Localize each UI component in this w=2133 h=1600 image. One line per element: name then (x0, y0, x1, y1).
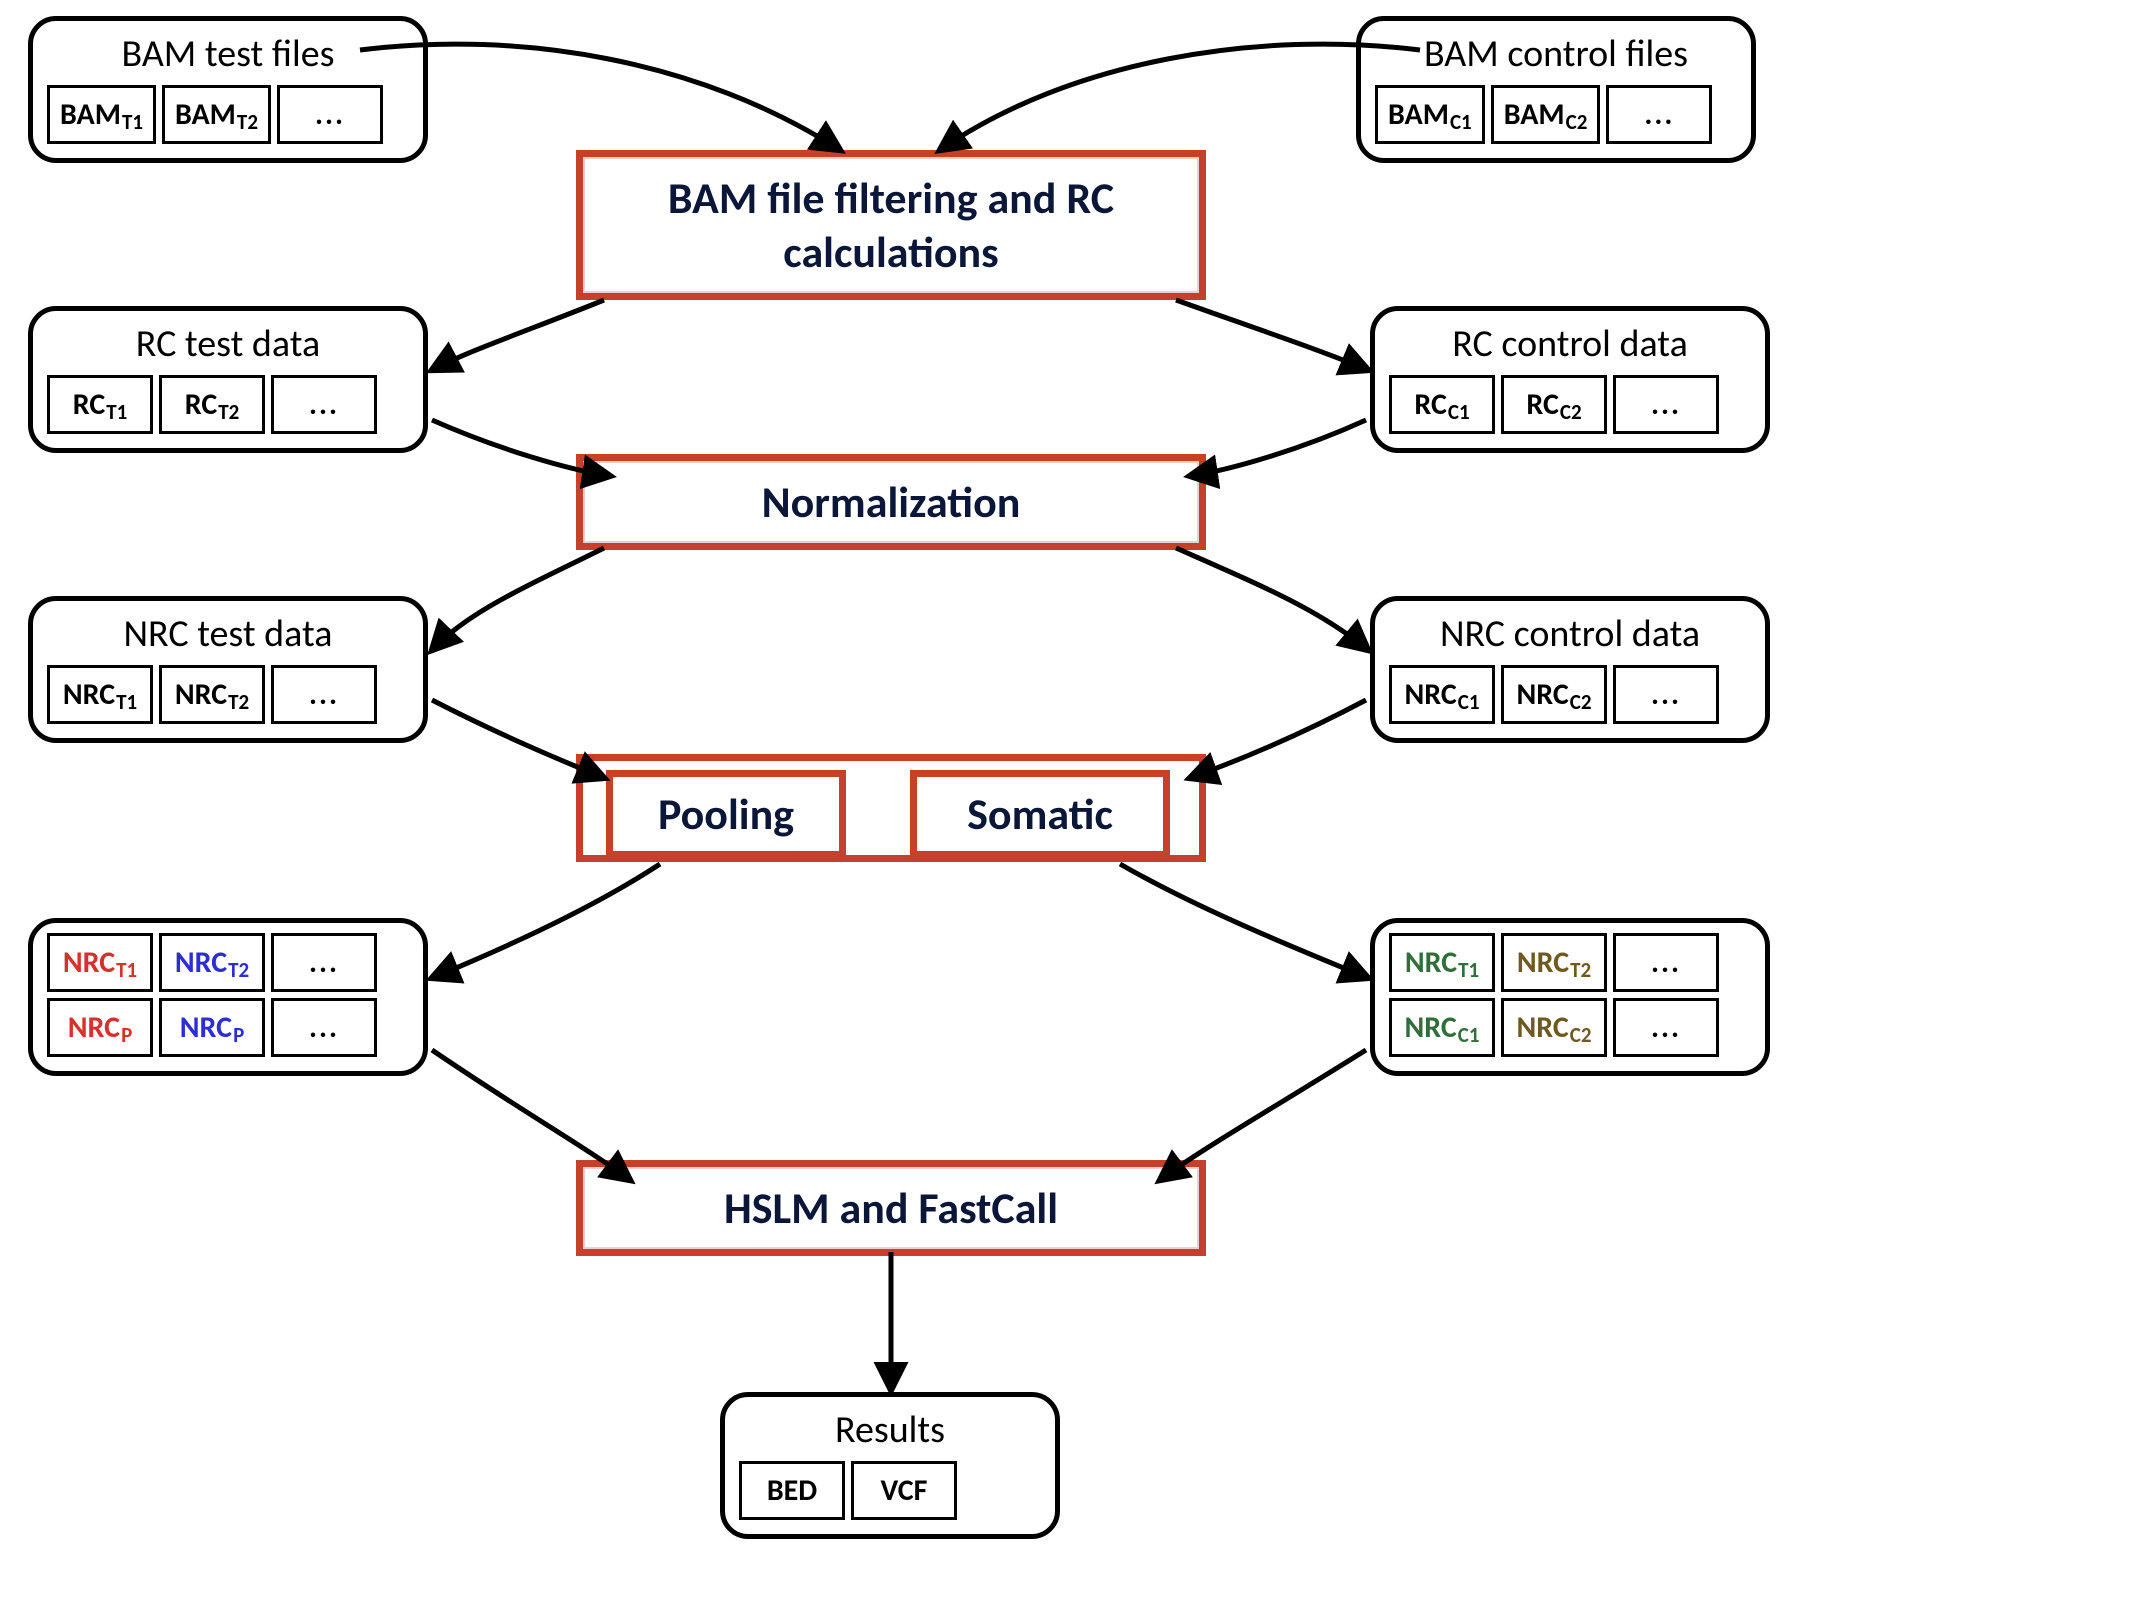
edge (1190, 420, 1366, 476)
edge (1176, 548, 1368, 650)
data-cell: NRCT2 (159, 933, 265, 992)
node-rc_control: RC control data RCC1RCC2... (1370, 306, 1770, 453)
node-title: NRC control data (1389, 611, 1751, 657)
data-cell: ... (271, 665, 377, 724)
edge (360, 44, 840, 150)
data-cell: NRCT1 (1389, 933, 1495, 992)
data-cell: NRCC2 (1501, 998, 1607, 1057)
data-cell: ... (277, 85, 383, 144)
data-cell: RCC1 (1389, 375, 1495, 434)
data-cell: RCC2 (1501, 375, 1607, 434)
node-pool_left: NRCT1NRCT2...NRCPNRCP... (28, 918, 428, 1076)
node-title: RC control data (1389, 321, 1751, 367)
data-cell: ... (1613, 375, 1719, 434)
node-title: NRC test data (47, 611, 409, 657)
edge (432, 300, 604, 370)
data-cell: ... (271, 375, 377, 434)
data-cell: NRCC2 (1501, 665, 1607, 724)
edge (432, 864, 660, 978)
edge (1190, 700, 1366, 778)
process-somatic: Somatic (910, 770, 1170, 858)
data-cell: ... (1613, 665, 1719, 724)
edge (1176, 300, 1368, 370)
node-title: BAM control files (1375, 31, 1737, 77)
data-cell: VCF (851, 1461, 957, 1520)
data-cell: BED (739, 1461, 845, 1520)
data-cell: RCT2 (159, 375, 265, 434)
node-nrc_test: NRC test data NRCT1NRCT2... (28, 596, 428, 743)
node-bam_control: BAM control files BAMC1BAMC2... (1356, 16, 1756, 163)
process-hslm: HSLM and FastCall (576, 1160, 1206, 1256)
data-cell: ... (1606, 85, 1712, 144)
process-filter: BAM file filtering and RC calculations (576, 150, 1206, 300)
edge (432, 548, 604, 650)
data-cell: BAMC2 (1491, 85, 1601, 144)
data-cell: RCT1 (47, 375, 153, 434)
data-cell: NRCT1 (47, 665, 153, 724)
data-cell: NRCC1 (1389, 665, 1495, 724)
node-results: Results BEDVCF (720, 1392, 1060, 1539)
data-cell: BAMC1 (1375, 85, 1485, 144)
data-cell: NRCP (47, 998, 153, 1057)
node-pool_right: NRCT1NRCT2... NRCC1NRCC2... (1370, 918, 1770, 1076)
data-cell: NRCC1 (1389, 998, 1495, 1057)
edge (1120, 864, 1368, 978)
node-title: BAM test files (47, 31, 409, 77)
data-cell: NRCT1 (47, 933, 153, 992)
data-cell: ... (271, 998, 377, 1057)
data-cell: BAMT2 (162, 85, 271, 144)
data-cell: NRCT2 (159, 665, 265, 724)
node-bam_test: BAM test files BAMT1BAMT2... (28, 16, 428, 163)
data-cell: NRCT2 (1501, 933, 1607, 992)
node-nrc_control: NRC control data NRCC1NRCC2... (1370, 596, 1770, 743)
node-title: RC test data (47, 321, 409, 367)
data-cell: ... (1613, 998, 1719, 1057)
edge (940, 44, 1420, 150)
node-title: Results (739, 1407, 1041, 1453)
data-cell: NRCP (159, 998, 265, 1057)
process-norm: Normalization (576, 454, 1206, 550)
node-rc_test: RC test data RCT1RCT2... (28, 306, 428, 453)
data-cell: ... (271, 933, 377, 992)
process-pooling: Pooling (606, 770, 846, 858)
data-cell: ... (1613, 933, 1719, 992)
data-cell: BAMT1 (47, 85, 156, 144)
